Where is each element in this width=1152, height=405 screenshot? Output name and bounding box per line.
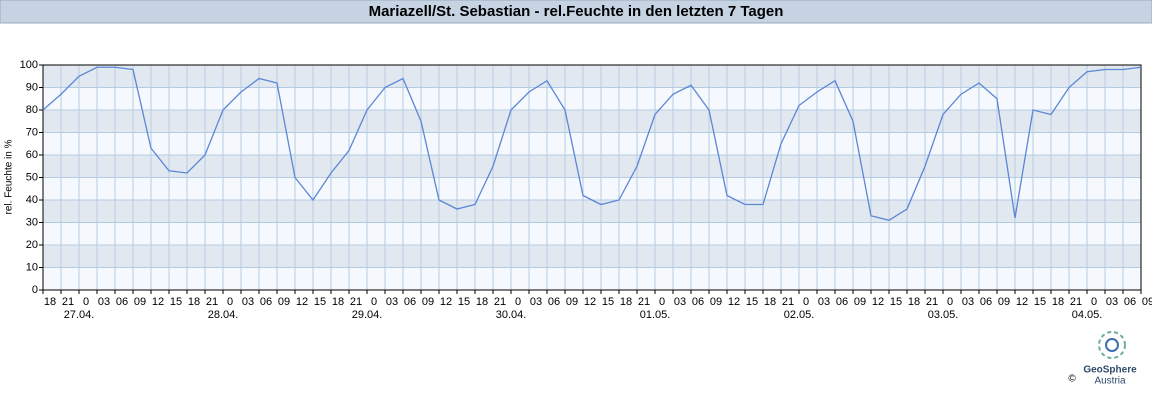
x-tick-label: 21 [1070,296,1082,308]
y-tick-label: 10 [26,261,38,273]
band [43,110,1141,133]
x-tick-label: 21 [782,296,794,308]
copyright: © [1068,374,1076,385]
x-tick-label: 15 [1034,296,1046,308]
x-tick-label: 09 [134,296,146,308]
y-tick-label: 90 [26,81,38,93]
x-tick-label: 06 [404,296,416,308]
x-tick-label: 03 [818,296,830,308]
x-tick-label: 18 [188,296,200,308]
x-tick-label: 15 [890,296,902,308]
brand: GeoSphere [1083,365,1137,376]
brand-sub: Austria [1094,376,1126,387]
x-tick-label: 03 [98,296,110,308]
band [43,245,1141,268]
y-tick-label: 60 [26,149,38,161]
x-tick-label: 0 [803,296,809,308]
date-label: 27.04. [64,309,95,321]
x-tick-label: 18 [332,296,344,308]
x-tick-label: 03 [962,296,974,308]
band [43,65,1141,88]
x-tick-label: 0 [515,296,521,308]
x-tick-label: 0 [659,296,665,308]
band [43,200,1141,223]
y-axis-label: rel. Feuchte in % [4,139,15,214]
x-tick-label: 18 [908,296,920,308]
title-bar [0,0,1152,24]
x-tick-label: 12 [728,296,740,308]
chart-title: Mariazell/St. Sebastian - rel.Feuchte in… [369,3,784,20]
x-tick-label: 18 [764,296,776,308]
x-tick-label: 12 [440,296,452,308]
plot-border [42,64,1142,291]
x-tick-label: 06 [692,296,704,308]
x-tick-label: 09 [1142,296,1152,308]
x-tick-label: 18 [620,296,632,308]
x-tick-label: 03 [386,296,398,308]
x-tick-label: 15 [602,296,614,308]
x-tick-label: 21 [62,296,74,308]
x-tick-label: 12 [296,296,308,308]
x-tick-label: 12 [872,296,884,308]
x-tick-label: 06 [116,296,128,308]
x-tick-label: 12 [1016,296,1028,308]
x-tick-label: 09 [566,296,578,308]
date-label: 29.04. [352,309,383,321]
x-tick-label: 15 [458,296,470,308]
data-line [42,66,1142,221]
x-tick-label: 03 [530,296,542,308]
y-tick-label: 70 [26,126,38,138]
y-tick-label: 80 [26,104,38,116]
x-tick-label: 0 [1091,296,1097,308]
x-tick-label: 06 [1124,296,1136,308]
x-tick-label: 21 [494,296,506,308]
x-tick-label: 0 [371,296,377,308]
date-label: 04.05. [1072,309,1103,321]
x-tick-label: 06 [548,296,560,308]
x-tick-label: 0 [83,296,89,308]
y-tick-label: 50 [26,171,38,183]
x-tick-label: 06 [980,296,992,308]
x-tick-label: 21 [206,296,218,308]
y-tick-label: 100 [20,59,38,71]
x-tick-label: 21 [926,296,938,308]
x-tick-label: 06 [260,296,272,308]
date-label: 01.05. [640,309,671,321]
x-tick-label: 15 [746,296,758,308]
x-tick-label: 15 [170,296,182,308]
x-tick-label: 21 [350,296,362,308]
x-tick-label: 03 [674,296,686,308]
y-tick-label: 30 [26,216,38,228]
date-label: 28.04. [208,309,239,321]
logo [1098,331,1126,359]
y-tick-label: 20 [26,239,38,251]
x-tick-label: 03 [242,296,254,308]
y-tick-label: 0 [32,284,38,296]
x-tick-label: 21 [638,296,650,308]
logo-icon [1098,331,1126,359]
x-tick-label: 09 [278,296,290,308]
x-tick-label: 12 [152,296,164,308]
date-label: 02.05. [784,309,815,321]
y-tick-label: 40 [26,194,38,206]
x-tick-label: 09 [854,296,866,308]
x-tick-label: 09 [998,296,1010,308]
x-tick-label: 09 [422,296,434,308]
date-label: 03.05. [928,309,959,321]
x-tick-label: 0 [227,296,233,308]
x-tick-label: 15 [314,296,326,308]
date-label: 30.04. [496,309,527,321]
logo-icon-inner [1105,338,1119,352]
x-tick-label: 18 [1052,296,1064,308]
x-tick-label: 03 [1106,296,1118,308]
x-tick-label: 0 [947,296,953,308]
x-tick-label: 09 [710,296,722,308]
x-tick-label: 06 [836,296,848,308]
x-tick-label: 18 [476,296,488,308]
x-tick-label: 12 [584,296,596,308]
x-tick-label: 18 [44,296,56,308]
band [43,155,1141,178]
